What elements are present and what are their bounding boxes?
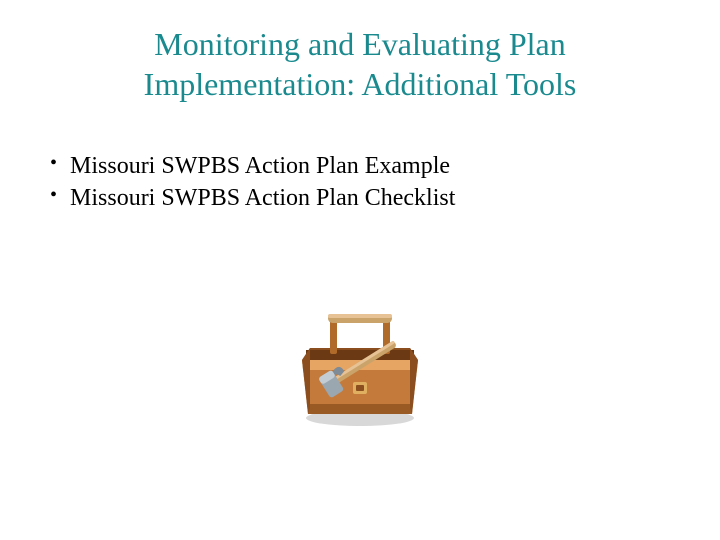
toolbox-icon xyxy=(280,290,440,430)
bullet-list: Missouri SWPBS Action Plan Example Misso… xyxy=(40,150,680,215)
bullet-item: Missouri SWPBS Action Plan Example xyxy=(46,150,680,182)
slide-container: Monitoring and Evaluating Plan Implement… xyxy=(0,0,720,540)
bullet-item: Missouri SWPBS Action Plan Checklist xyxy=(46,182,680,214)
slide-title: Monitoring and Evaluating Plan Implement… xyxy=(80,24,640,104)
